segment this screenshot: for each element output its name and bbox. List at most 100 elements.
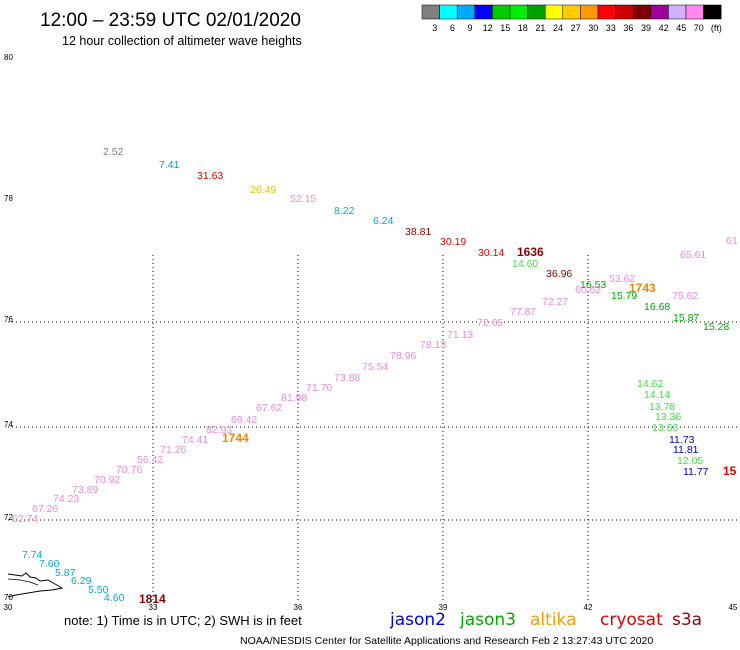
lat-lon-grid (8, 255, 740, 600)
swh-observation: 38.81 (405, 226, 431, 238)
swh-observation: 78.96 (390, 350, 416, 362)
swh-observation: 69.42 (231, 414, 257, 426)
legend-label: 30 (588, 23, 598, 33)
lon-label: 33 (149, 603, 158, 612)
legend-swatch (685, 4, 704, 20)
swh-observation: 5.87 (55, 567, 76, 579)
swh-observation: 70.76 (116, 464, 142, 476)
swh-observation: 70.92 (94, 474, 120, 486)
swh-observation: 15.87 (673, 312, 699, 324)
legend-label: 27 (571, 23, 581, 33)
swh-observation: 4.60 (104, 592, 125, 604)
legend-label: 45 (676, 23, 686, 33)
legend-label: 21 (535, 23, 545, 33)
legend-label: 18 (518, 23, 528, 33)
swh-observation: 71.13 (447, 329, 473, 341)
lon-label: 36 (294, 603, 303, 612)
lat-label: 74 (4, 420, 13, 429)
mission-name: altika (530, 610, 577, 630)
lat-label: 80 (4, 53, 13, 62)
legend-swatch (597, 4, 616, 20)
legend-label: 33 (606, 23, 616, 33)
swh-observation: 30.19 (440, 236, 466, 248)
legend-label: 15 (500, 23, 510, 33)
longitude-labels: 30 33 36 39 42 45 (4, 603, 738, 612)
lat-label: 70 (4, 593, 13, 602)
swh-observation: 13.78 (649, 401, 675, 413)
swh-observation: 71.70 (306, 382, 332, 394)
swh-observation: 26.49 (250, 184, 276, 196)
legend-label: 42 (659, 23, 669, 33)
legend-label: 39 (641, 23, 651, 33)
swh-observation: 7.41 (159, 159, 180, 171)
swh-observation: 1636 (517, 245, 544, 259)
legend-swatch (439, 4, 458, 20)
swh-observation: 82.93 (206, 424, 232, 436)
swh-observation: 52.15 (290, 193, 316, 205)
swh-observation: 74.23 (53, 493, 79, 505)
swh-observation: 60.62 (575, 284, 601, 296)
swh-observation: 1814 (139, 592, 166, 606)
swh-observation: 65.61 (680, 249, 706, 261)
swh-observation: 5.50 (88, 584, 109, 596)
swh-observation: 6.29 (71, 575, 92, 587)
swh-observation: 15.28 (703, 321, 729, 333)
swh-observation: 81.98 (281, 392, 307, 404)
legend-label: 24 (553, 23, 563, 33)
legend-label: 12 (483, 23, 493, 33)
swh-observation: 78.13 (420, 339, 446, 351)
swh-observation: 16.68 (644, 301, 670, 313)
legend-swatch (492, 4, 511, 20)
mission-legend: jason2 jason3 altika cryosat s3a (389, 610, 702, 630)
lat-label: 78 (4, 194, 13, 203)
swh-observation: 15 (723, 464, 737, 478)
coastline (7, 572, 64, 598)
swh-observation: 14.60 (512, 258, 538, 270)
legend-label: 6 (450, 23, 455, 33)
swh-observation: 73.88 (334, 372, 360, 384)
swh-observation: 74.41 (182, 434, 208, 446)
legend-swatch (580, 4, 599, 20)
legend-swatch (703, 4, 722, 20)
lon-label: 42 (584, 603, 593, 612)
map-title: 12:00 – 23:59 UTC 02/01/2020 (40, 10, 301, 31)
legend-label: 70 (694, 23, 704, 33)
legend-swatch (615, 4, 634, 20)
footer-note: note: 1) Time is in UTC; 2) SWH is in fe… (64, 613, 302, 628)
swh-observation: 72.27 (542, 296, 568, 308)
mission-name: cryosat (600, 610, 663, 630)
swh-observation: 8.22 (334, 205, 355, 217)
swh-observation: 67.62 (256, 402, 282, 414)
legend-swatch (632, 4, 652, 20)
legend-label: 36 (623, 23, 633, 33)
legend-label: 3 (432, 23, 437, 33)
swh-observation: 14.14 (644, 389, 670, 401)
swh-observation: 56.42 (137, 454, 163, 466)
legend-swatch (650, 4, 669, 20)
lon-label: 45 (729, 603, 738, 612)
swh-observation: 11.81 (673, 444, 699, 456)
swh-observation: 75.54 (362, 361, 388, 373)
swh-observation: 16.53 (580, 279, 606, 291)
legend-swatch (421, 4, 440, 20)
swh-observation: 7.60 (39, 558, 60, 570)
wave-height-legend: 3 6 9 12 15 18 21 24 27 30 33 36 39 42 45 70 (ft) (421, 4, 722, 33)
mission-name: jason3 (459, 610, 516, 630)
swh-observation: 6.24 (373, 215, 394, 227)
lat-label: 76 (4, 315, 13, 324)
swh-observation: 1743 (629, 281, 656, 295)
swh-observation: 72.65 (477, 317, 503, 329)
swh-observation: 67.26 (32, 503, 58, 515)
lon-label: 30 (4, 603, 13, 612)
swh-observation: 62.74 (12, 513, 38, 525)
swh-observation: 31.63 (197, 170, 223, 182)
swh-observation: 30.14 (478, 247, 504, 259)
mission-name: jason2 (389, 610, 446, 630)
swh-observation: 1744 (222, 431, 249, 445)
mission-name: s3a (672, 610, 702, 630)
legend-swatch (509, 4, 528, 20)
swh-observation: 36.96 (546, 268, 572, 280)
swh-observation: 2.52 (103, 146, 124, 158)
map-subtitle: 12 hour collection of altimeter wave hei… (62, 34, 302, 48)
swh-observation: 12.05 (677, 455, 703, 467)
